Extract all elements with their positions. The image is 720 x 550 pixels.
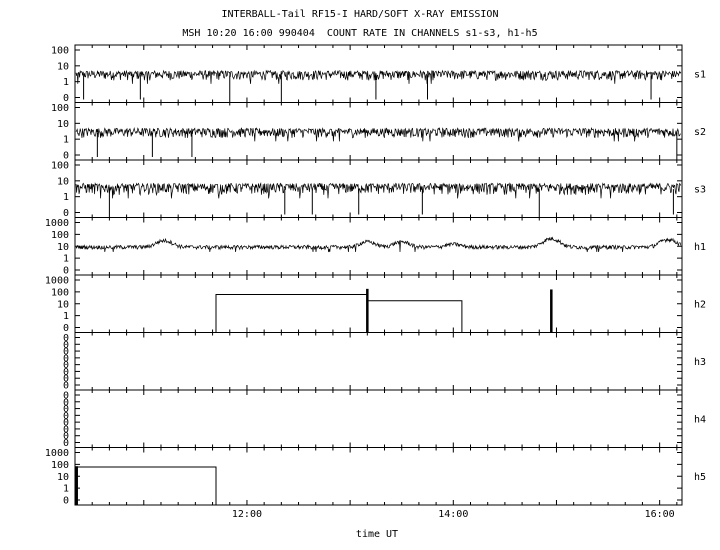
y-tick-label: 0 [63, 367, 69, 378]
y-tick-label: 0 [63, 496, 69, 507]
y-tick-label: 0 [63, 424, 69, 435]
y-tick-label: 1 [63, 311, 69, 322]
y-tick-label: 0 [63, 353, 69, 364]
y-tick-label: 1 [63, 77, 69, 88]
y-tick-label: 0 [63, 431, 69, 442]
y-tick-label: 10 [57, 242, 69, 253]
y-tick-label: 100 [51, 46, 69, 57]
step-segment-h2 [215, 294, 368, 333]
y-tick-label: 1 [63, 484, 69, 495]
channel-label-s2: s2 [694, 127, 706, 138]
panel-frame-h3 [74, 332, 683, 391]
series-line-h1 [75, 236, 682, 253]
y-tick-label: 100 [51, 161, 69, 172]
y-tick-label: 1 [63, 254, 69, 265]
panel-frame-h4 [74, 389, 683, 448]
x-axis-label: time UT [356, 529, 398, 540]
y-tick-label: 100 [51, 103, 69, 114]
channel-label-h5: h5 [694, 472, 706, 483]
channel-label-s3: s3 [694, 184, 706, 195]
y-tick-label: 0 [63, 397, 69, 408]
y-tick-label: 0 [63, 347, 69, 358]
step-segment-h2 [366, 300, 463, 333]
series-line-s3 [75, 182, 682, 199]
y-tick-label: 0 [63, 411, 69, 422]
panel-frame-h2 [74, 274, 683, 333]
y-tick-label: 0 [63, 391, 69, 402]
y-tick-label: 100 [51, 460, 69, 471]
y-tick-label: 10 [57, 176, 69, 187]
y-tick-label: 100 [51, 287, 69, 298]
y-tick-label: 1 [63, 192, 69, 203]
y-tick-label: 0 [63, 404, 69, 415]
series-line-s1 [75, 69, 682, 84]
y-tick-label: 1000 [45, 218, 69, 229]
y-tick-label: 0 [63, 151, 69, 162]
y-tick-label: 10 [57, 299, 69, 310]
y-tick-label: 1000 [45, 448, 69, 459]
y-tick-label: 0 [63, 323, 69, 334]
panel-frame-h5 [74, 447, 683, 506]
chart-subtitle: MSH 10:20 16:00 990404 COUNT RATE IN CHA… [182, 28, 538, 39]
channel-label-h3: h3 [694, 357, 706, 368]
chart-title: INTERBALL-Tail RF15-I HARD/SOFT X-RAY EM… [221, 9, 499, 20]
y-tick-label: 10 [57, 472, 69, 483]
y-tick-label: 0 [63, 93, 69, 104]
y-tick-label: 1 [63, 135, 69, 146]
y-tick-label: 0 [63, 333, 69, 344]
x-tick-label: 16:00 [645, 509, 675, 520]
channel-label-s1: s1 [694, 69, 706, 80]
y-tick-label: 0 [63, 438, 69, 449]
y-tick-label: 0 [63, 360, 69, 371]
y-tick-label: 0 [63, 266, 69, 277]
step-segment-h5 [74, 466, 217, 505]
channel-label-h2: h2 [694, 299, 706, 310]
y-tick-label: 0 [63, 381, 69, 392]
y-tick-label: 10 [57, 119, 69, 130]
channel-label-h4: h4 [694, 414, 706, 425]
x-tick-label: 12:00 [232, 509, 262, 520]
y-tick-label: 1000 [45, 276, 69, 287]
y-tick-label: 0 [63, 208, 69, 219]
channel-label-h1: h1 [694, 242, 706, 253]
x-tick-label: 14:00 [438, 509, 468, 520]
y-tick-label: 0 [63, 340, 69, 351]
y-tick-label: 0 [63, 418, 69, 429]
y-tick-label: 100 [51, 230, 69, 241]
y-tick-label: 0 [63, 374, 69, 385]
y-tick-label: 10 [57, 61, 69, 72]
series-line-s2 [75, 126, 681, 142]
